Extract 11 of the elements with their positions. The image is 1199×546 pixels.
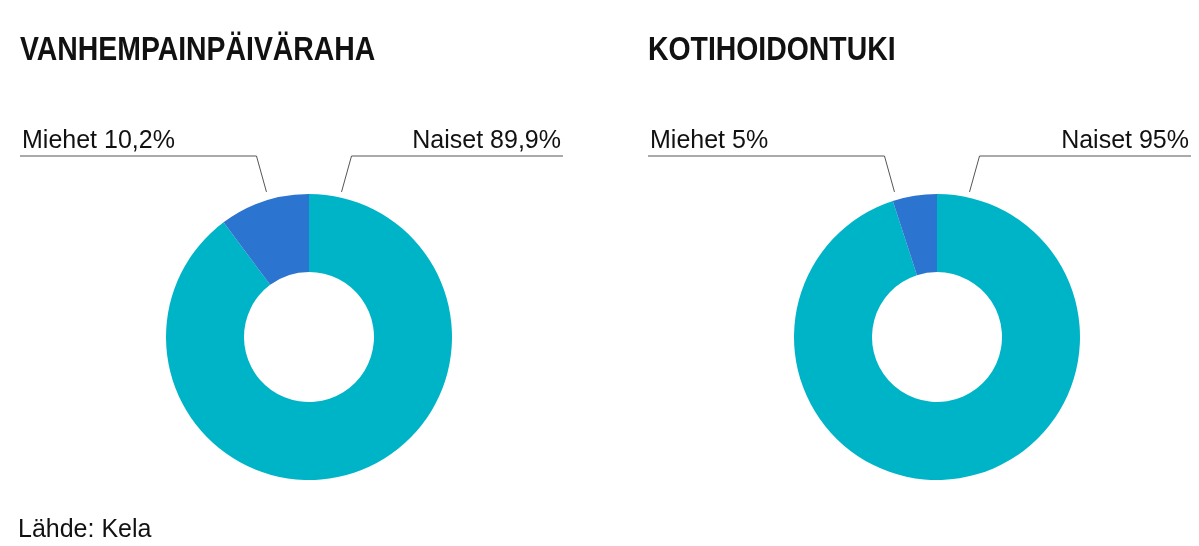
slice-label: Naiset 95% [1061, 125, 1189, 153]
slice-label: Naiset 89,9% [412, 125, 561, 153]
chart-title: KOTIHOIDONTUKI [648, 30, 896, 68]
donut-slice [892, 194, 937, 276]
donut-slice [223, 194, 309, 285]
slice-label: Miehet 5% [650, 125, 769, 153]
donut-slice [166, 194, 452, 480]
slice-label: Miehet 10,2% [22, 125, 175, 153]
chart-title: VANHEMPAINPÄIVÄRAHA [20, 30, 376, 68]
text: Lähde: Kela [18, 514, 152, 543]
donut-slice [794, 194, 1080, 480]
